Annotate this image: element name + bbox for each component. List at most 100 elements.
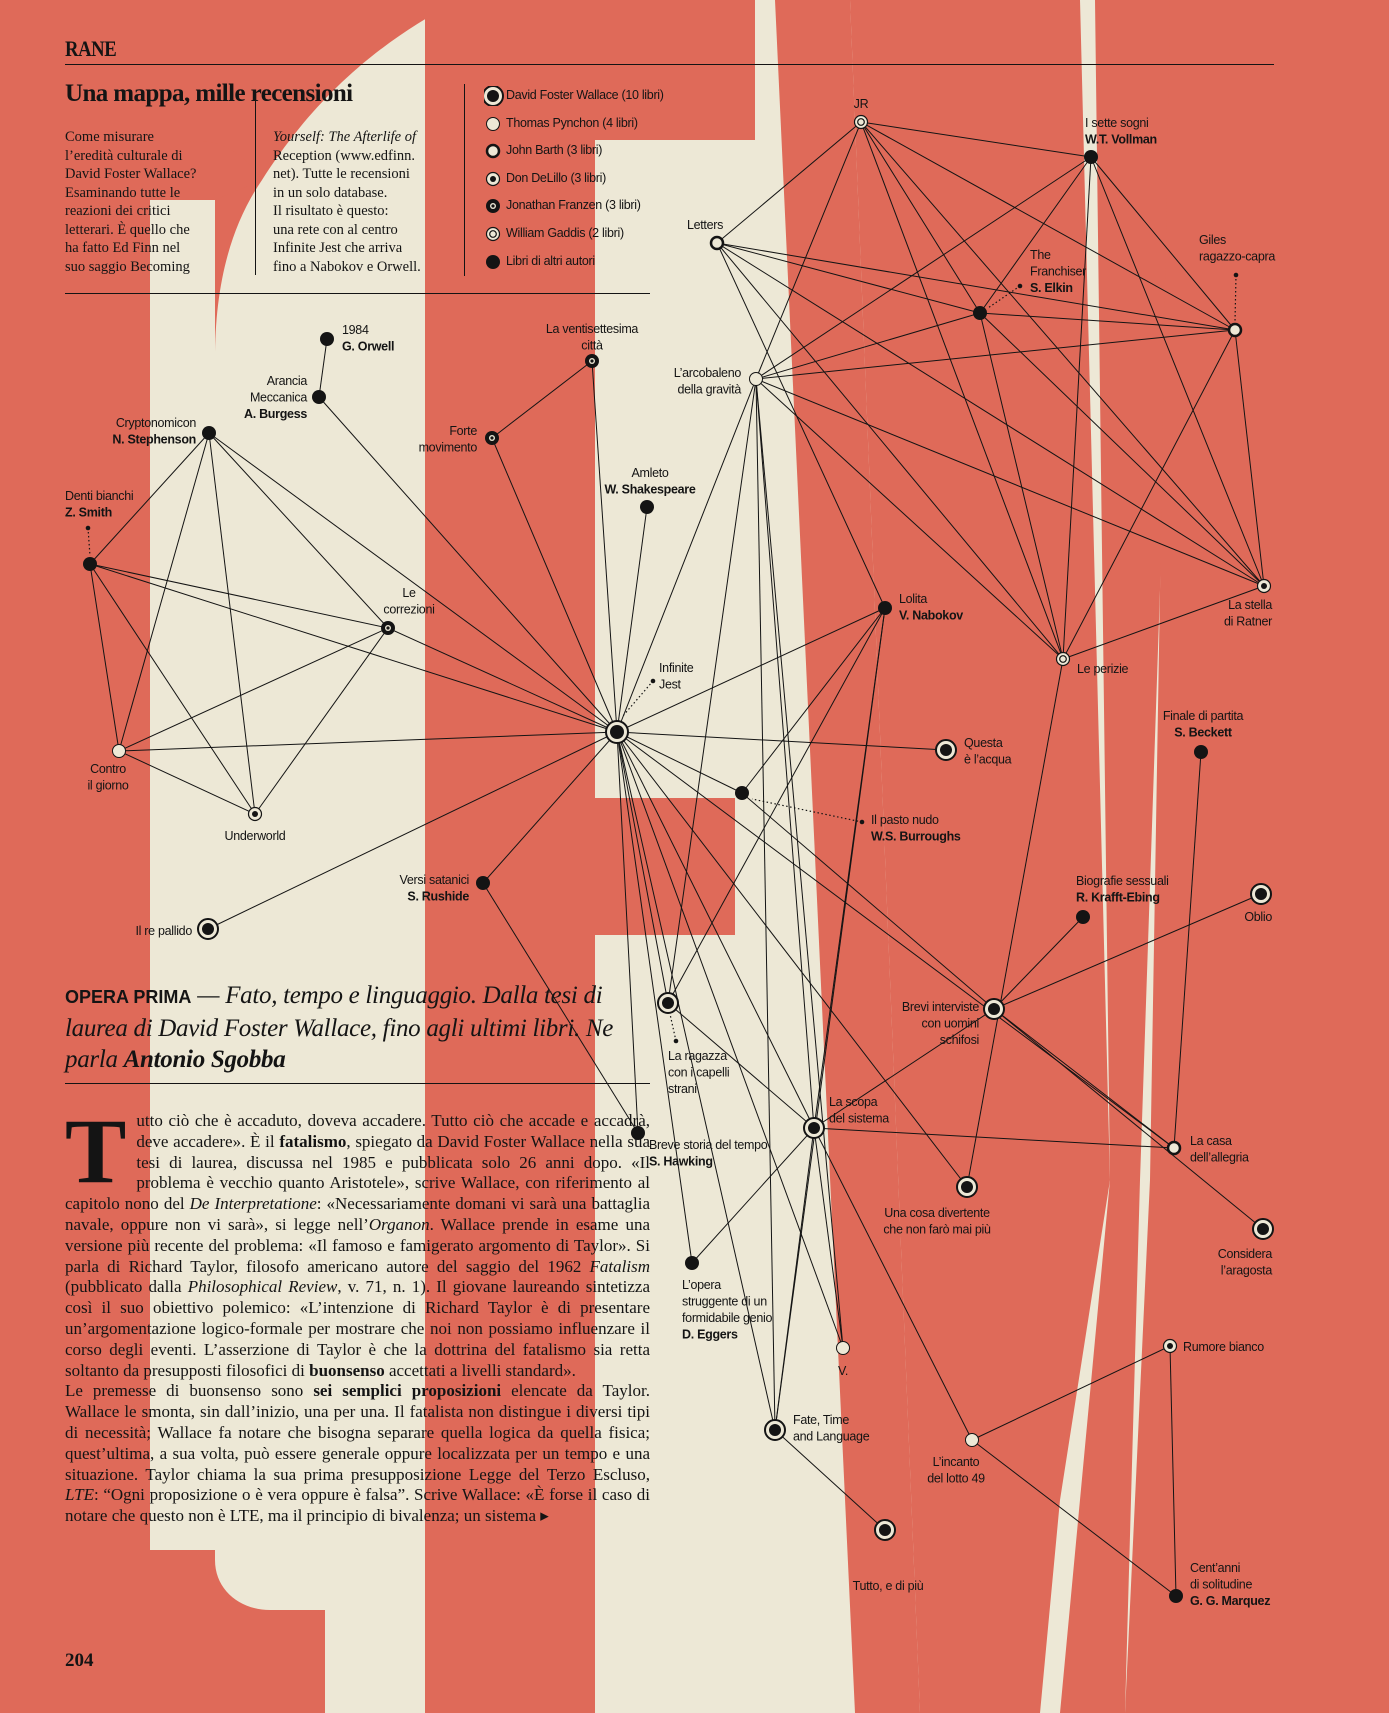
legend-label: David Foster Wallace (10 libri) [506,88,664,102]
node-amleto [640,500,654,514]
label-beckett: Finale di partita S. Beckett [1163,709,1244,740]
edge-beckett-allegria [1173,751,1202,1149]
label-author: S. Elkin [1030,281,1073,295]
edge-ij-hawking [616,731,639,1134]
intro-line: Reception (www.edfinn. [273,147,416,164]
intro-line: l’eredità culturale di [65,147,183,164]
subhead-text: Fato, tempo e linguaggio. Dalla tesi di … [65,982,614,1073]
label-author: W. Shakespeare [605,483,696,497]
label-repallido: Il re pallido [135,924,192,938]
label-line: Cryptonomicon [116,416,197,430]
label-burroughs: Il pasto nudo W.S. Burroughs [871,813,961,844]
subhead: OPERA PRIMA — Fato, tempo e linguaggio. … [65,980,645,1075]
label-line: Finale di partita [1163,709,1244,723]
edge-contro-underworld [118,750,256,815]
node-letters [709,235,725,251]
subhead-kicker: OPERA PRIMA [65,987,192,1007]
edge-scopa-eggers [691,1127,815,1264]
edge-jr-perizie [860,121,1064,660]
edge-letters-nabokov [716,242,886,609]
label-elkin: The Franchiser S. Elkin [1030,248,1086,295]
node-stephenson [202,426,216,440]
label-acqua: Questa è l’acqua [964,736,1012,767]
intro-line: Come misurare [65,129,154,145]
label-line: strani [668,1082,697,1096]
pointer-dot-capelli [673,1038,679,1044]
edge-arcobaleno-ratner [755,378,1265,587]
label-line: Considera [1218,1247,1273,1261]
label-author: D. Eggers [682,1328,738,1342]
intro-line: Esaminando tutte le [65,184,181,201]
article-rule [65,1083,650,1084]
edge-stephenson-underworld [208,432,256,815]
header-rule [65,64,1274,65]
label-line: Contro [90,762,126,776]
edge-nabokov-fate [774,607,886,1431]
label-contro: Contro il giorno [87,762,128,793]
legend-marker-icon [486,255,500,269]
label-ventisett: La ventisettesima città [546,322,639,353]
label-nabokov: Lolita V. Nabokov [899,592,963,623]
article-text-run: (pubblicato dalla [65,1277,188,1297]
edge-letters-perizie [716,242,1064,660]
node-rushdie [476,876,490,890]
node-orwell [320,332,334,346]
edge-letters-ratner [716,242,1265,587]
label-line: Franchiser [1030,265,1086,279]
label-scopa: La scopa del sistema [829,1095,889,1126]
legend-label: Jonathan Franzen (3 libri) [506,198,641,212]
intro-line: in un solo database. [273,184,388,201]
article-italic-run: LTE [65,1485,94,1505]
edge-giles-ratner [1234,329,1265,587]
label-line: Underworld [225,829,286,843]
label-divertente: Una cosa divertente che non farò mai più [883,1206,991,1237]
node-beckett [1194,745,1208,759]
article-bold-run: sei semplici proposizioni [313,1381,502,1401]
label-author: A. Burgess [244,407,307,421]
label-line: La scopa [829,1095,878,1109]
article-text-run: , spiegato da David Foster Wallace nella… [65,1131,650,1214]
article-italic-run: Philosophical Review [187,1277,338,1297]
label-line: della gravità [677,383,741,397]
legend-marker-icon [484,86,504,106]
edge-ij-smith [89,563,618,733]
legend-label: Thomas Pynchon (4 libri) [506,116,638,130]
edge-incanto-marquez [971,1439,1177,1597]
node-acqua [935,739,957,761]
label-rumore: Rumore bianco [1183,1340,1264,1354]
article-paragraph: utto ciò che è accaduto, doveva accadere… [65,1111,650,1381]
label-line: con i capelli [668,1066,729,1080]
edge-scopa-brevi [813,1008,995,1129]
label-orwell: 1984 G. Orwell [342,323,394,354]
intro-line: Yourself: The Afterlife of [273,129,416,145]
edge-brevi-oblio [993,893,1262,1010]
label-line: I sette sogni [1085,116,1149,130]
label-line: l’aragosta [1221,1264,1273,1278]
pointer-dot-smith [85,525,91,531]
node-oblio [1250,883,1272,905]
label-author: W.S. Burroughs [871,830,961,844]
node-elkin [973,306,987,320]
label-line: con uomini [922,1017,979,1031]
label-ratner: La stella di Ratner [1224,598,1272,629]
label-line: Questa [964,736,1003,750]
edge-ij-burgess [318,396,618,733]
article-text-run: . Wallace prende in esame una versione p… [65,1214,650,1276]
article-text-run: elencate da Taylor. Wallace le smonta, s… [65,1381,650,1484]
edge-arcobaleno-fate [755,378,776,1431]
intro-line: ha fatto Ed Finn nel [65,240,181,256]
pointer-dot-elkin [1017,283,1023,289]
edge-jr-giles [860,121,1236,331]
edge-ij-scopa [616,731,815,1129]
label-line: Infinite [659,661,694,675]
edge-ij-ventisett [591,360,618,733]
legend-label: John Barth (3 libri) [506,143,603,157]
edge-ij-correzioni [387,627,618,733]
edge-brevi-kraft [993,916,1084,1010]
label-burgess: Arancia Meccanica A. Burgess [244,374,307,421]
edge-ij-eggers [616,731,693,1264]
subhead-dash: — [191,982,226,1009]
node-repallido [197,918,219,940]
